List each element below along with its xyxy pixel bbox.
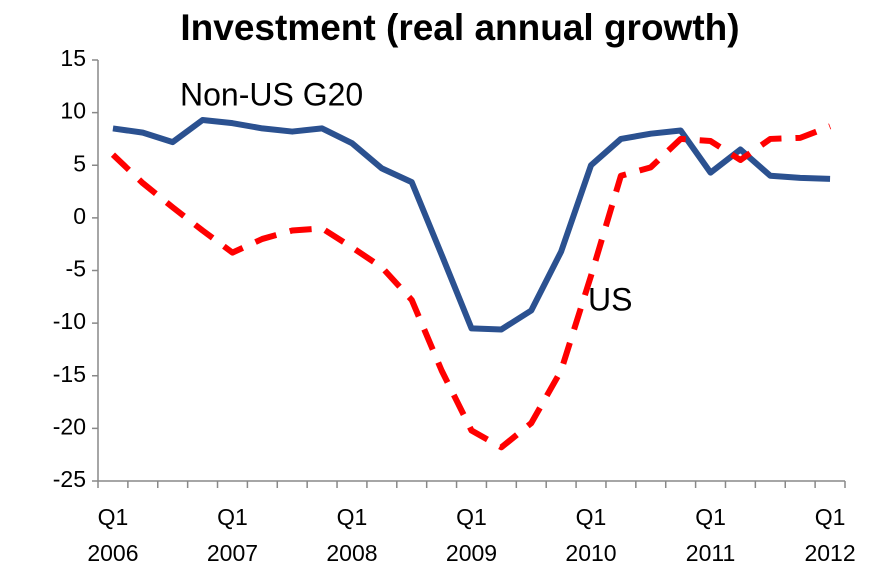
series-annotation: US [588, 281, 632, 317]
y-tick-label: 0 [73, 203, 86, 229]
series-line [112, 116, 831, 333]
y-tick-label: 15 [60, 45, 86, 71]
x-tick-label: Q1 [576, 504, 607, 530]
x-tick-label: Q1 [456, 504, 487, 530]
y-tick-label: -10 [53, 308, 86, 334]
y-tick-label: 5 [73, 150, 86, 176]
x-tick-label: 2006 [87, 540, 138, 566]
y-tick-label: 10 [60, 98, 86, 124]
y-tick-label: -15 [53, 361, 86, 387]
x-tick-label: Q1 [337, 504, 368, 530]
y-tick-label: -5 [66, 256, 86, 282]
series-line [110, 123, 832, 451]
x-tick-label: 2012 [804, 540, 855, 566]
x-tick-label: Q1 [815, 504, 846, 530]
x-tick-label: 2008 [326, 540, 377, 566]
x-tick-label: Q1 [98, 504, 129, 530]
x-tick-label: Q1 [695, 504, 726, 530]
x-tick-label: 2007 [207, 540, 258, 566]
x-tick-label: 2010 [565, 540, 616, 566]
chart-title: Investment (real annual growth) [180, 7, 739, 48]
series-annotation: Non-US G20 [180, 76, 363, 112]
y-tick-label: -25 [53, 466, 86, 492]
x-tick-label: 2011 [686, 540, 735, 566]
x-tick-label: Q1 [217, 504, 248, 530]
x-tick-label: 2009 [446, 540, 497, 566]
y-tick-label: -20 [53, 413, 86, 439]
